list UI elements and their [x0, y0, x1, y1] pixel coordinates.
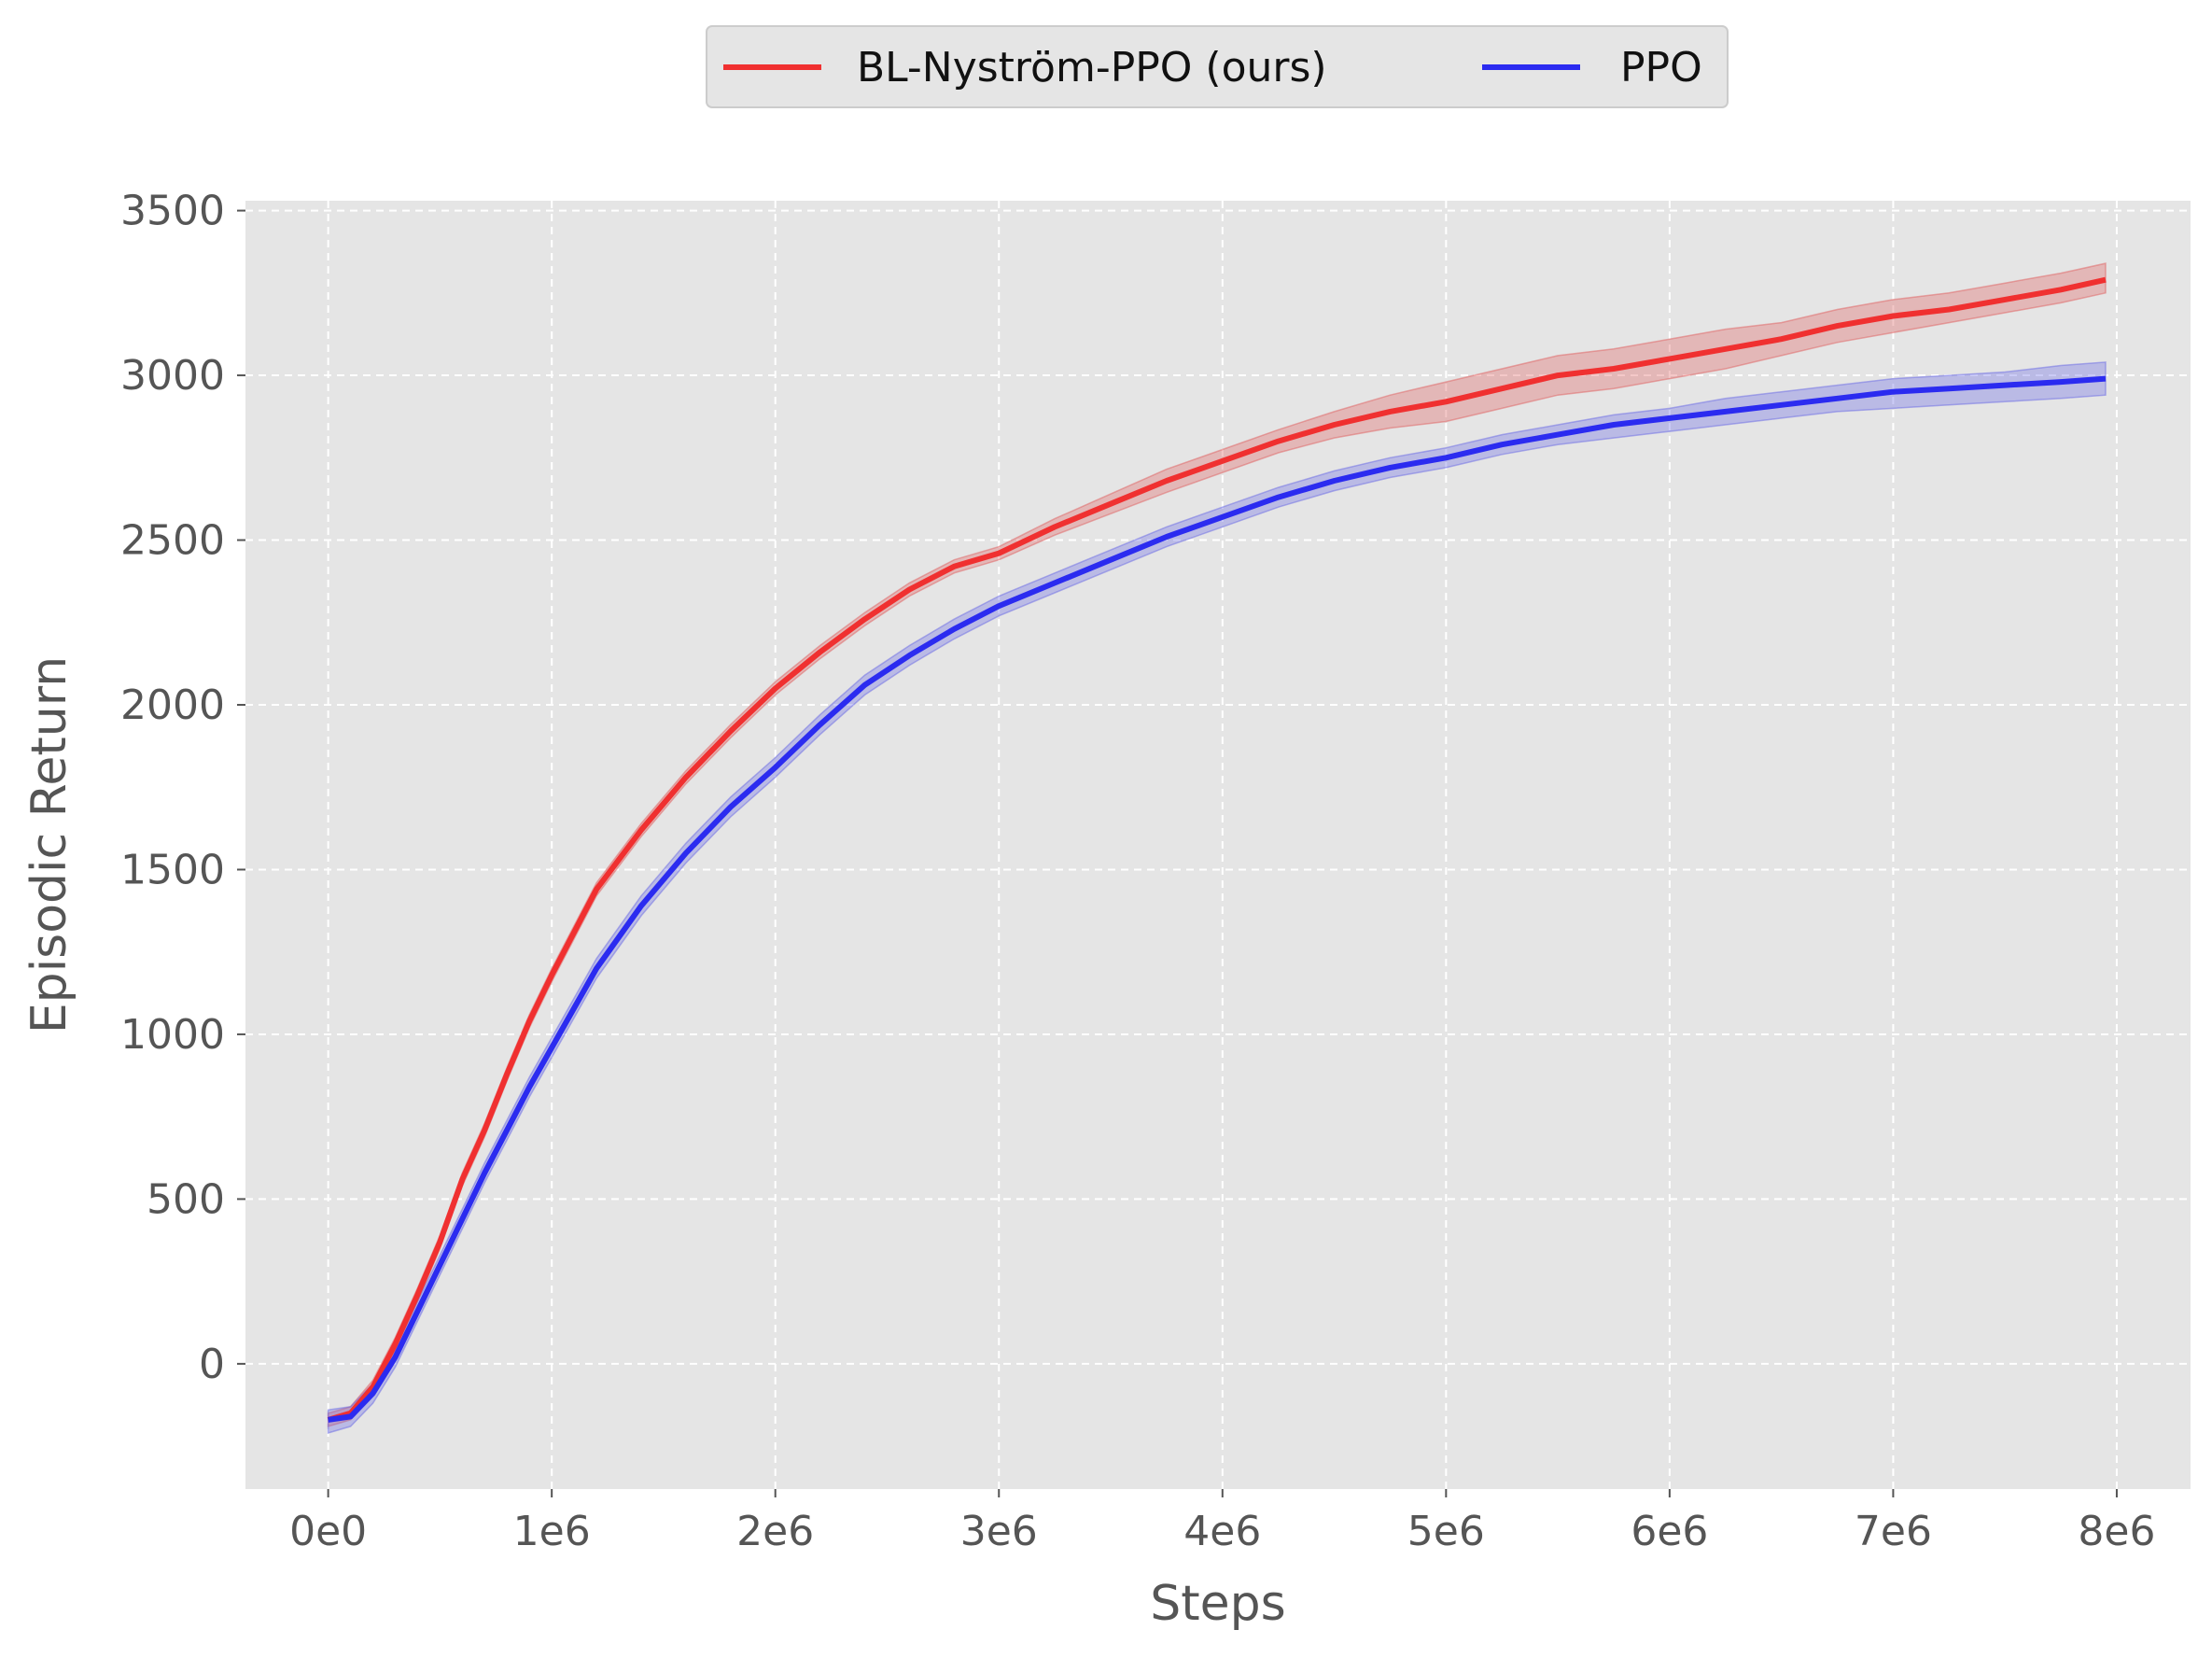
y-tick-label: 1000: [120, 1011, 225, 1059]
band-ours: [327, 262, 2107, 1427]
y-tick-label: 2000: [120, 681, 225, 729]
plot-area-background: [245, 201, 2191, 1489]
series-line-ppo: [328, 375, 2107, 1423]
series-line-ours: [327, 276, 2107, 1423]
y-tick-label: 0: [199, 1341, 225, 1388]
y-tick-label: 500: [147, 1175, 225, 1223]
confidence-bands: [327, 262, 2107, 1435]
x-tick-label: 3e6: [960, 1508, 1038, 1555]
x-tick-label: 6e6: [1631, 1508, 1708, 1555]
x-tick-label: 5e6: [1407, 1508, 1485, 1555]
legend-frame: [706, 25, 1729, 108]
y-tick-label: 2500: [120, 517, 225, 565]
legend: BL-Nyström-PPO (ours) PPO: [706, 25, 1729, 108]
y-tick-label: 3500: [120, 188, 225, 235]
x-tick-label: 1e6: [513, 1508, 591, 1555]
legend-label-ours: BL-Nyström-PPO (ours): [857, 44, 1327, 91]
axis-ticks: 0e0 1e6 2e6 3e6 4e6 5e6 6e6 7e6 8e6 0 500 1000 1500 2…: [120, 188, 2155, 1555]
y-axis-label: Episodic Return: [21, 656, 77, 1033]
y-tick-label: 3000: [120, 352, 225, 400]
legend-label-ppo: PPO: [1620, 44, 1702, 91]
band-ppo: [327, 361, 2107, 1435]
x-tick-label: 7e6: [1855, 1508, 1932, 1555]
x-tick-label: 0e0: [289, 1508, 367, 1555]
series-lines: [327, 276, 2107, 1423]
x-tick-label: 2e6: [736, 1508, 814, 1555]
x-tick-label: 8e6: [2078, 1508, 2155, 1555]
y-tick-label: 1500: [120, 846, 225, 893]
grid-lines: [245, 201, 2191, 1489]
x-tick-label: 4e6: [1183, 1508, 1261, 1555]
x-axis-label: Steps: [1150, 1576, 1286, 1632]
